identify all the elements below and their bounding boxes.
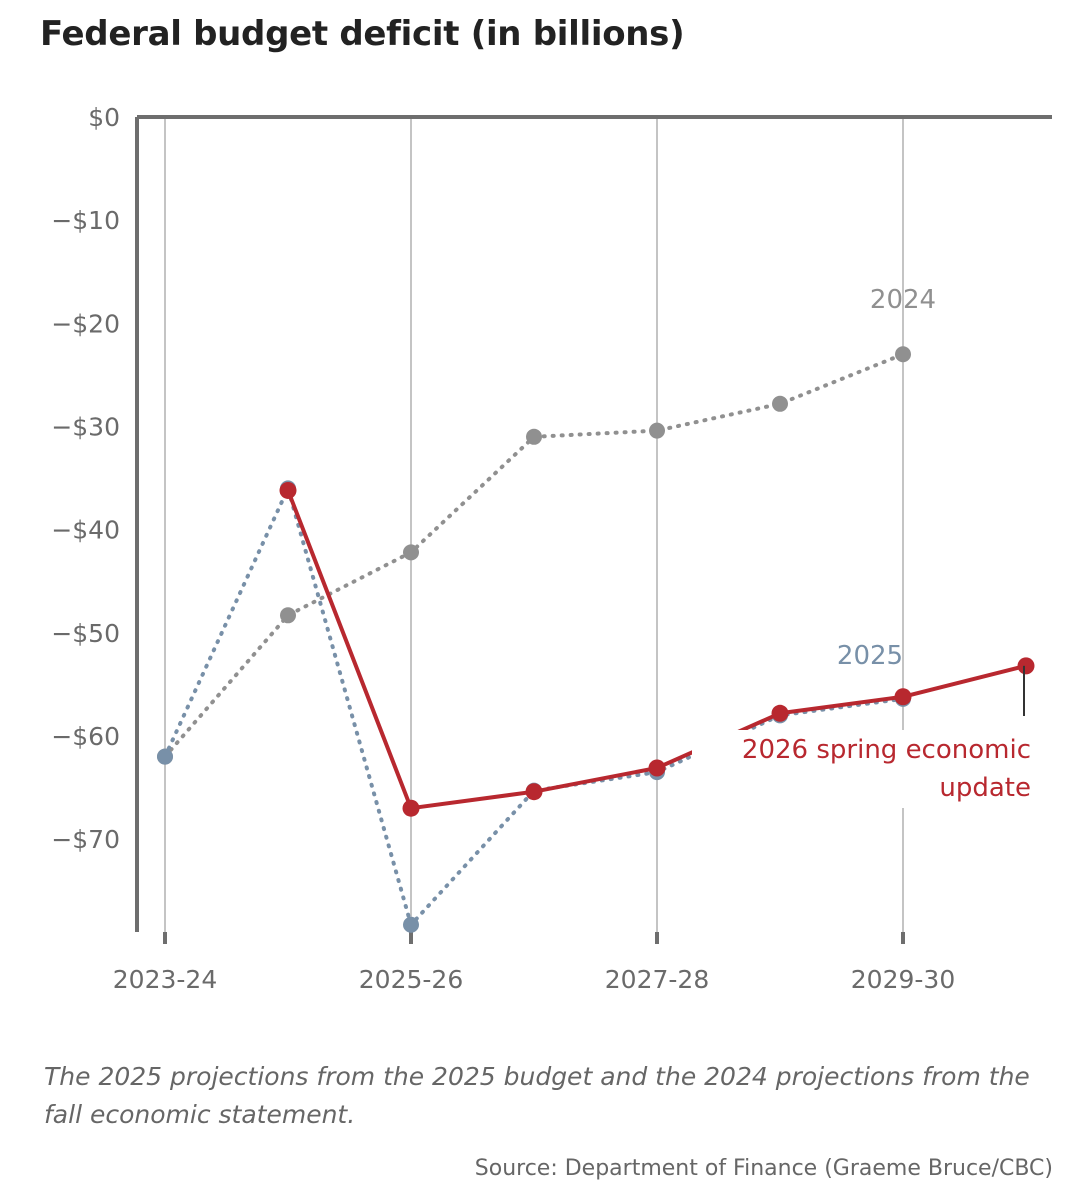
y-tick-label: −$30 [51, 412, 120, 441]
y-tick-label: −$40 [51, 516, 120, 545]
data-point-2025 [403, 916, 419, 933]
chart-footnote: The 2025 projections from the 2025 budge… [44, 1062, 1030, 1129]
data-point-2026-spring-economic-update [525, 783, 543, 801]
series-labels: 2024 2025 2026 spring economic update [692, 285, 1038, 808]
series-line-2025 [163, 486, 905, 927]
y-tick-label: −$70 [51, 825, 120, 854]
chart-title: Federal budget deficit (in billions) [40, 14, 685, 54]
data-point-2026-spring-economic-update [279, 481, 297, 499]
data-point-2024 [526, 428, 542, 445]
series-line-2024 [163, 352, 905, 759]
data-point-2024 [649, 422, 665, 439]
data-point-2024 [895, 346, 911, 363]
data-point-2024 [403, 544, 419, 561]
label-halo [692, 730, 1038, 808]
data-point-2025 [157, 748, 173, 765]
data-point-2024 [772, 395, 788, 412]
data-point-2026-spring-economic-update [771, 704, 789, 722]
y-tick-label: $0 [88, 103, 120, 132]
series-label-2024: 2024 [870, 285, 936, 315]
series-lines [157, 346, 1035, 933]
data-point-2026-spring-economic-update [402, 799, 420, 817]
data-point-2026-spring-economic-update [894, 688, 912, 706]
data-point-2024 [280, 607, 296, 624]
grid-lines [164, 117, 904, 932]
deficit-line-chart: $0 −$10 −$20 −$30 −$40 −$50 −$60 −$70 2023-24 202… [51, 103, 1052, 994]
series-label-2026-line: update [939, 773, 1031, 803]
series-label-2026-line: 2026 spring economic [742, 735, 1031, 765]
axes: $0 −$10 −$20 −$30 −$40 −$50 −$60 −$70 2023-24 202… [51, 103, 1052, 994]
series-label-2025: 2025 [837, 641, 903, 671]
x-tick-label: 2025-26 [359, 965, 463, 994]
y-tick-label: −$10 [51, 206, 120, 235]
x-tick-label: 2029-30 [851, 965, 955, 994]
y-tick-label: −$60 [51, 722, 120, 751]
x-tick-label: 2027-28 [605, 965, 709, 994]
data-point-2026-spring-economic-update [1017, 657, 1035, 675]
y-tick-label: −$20 [51, 309, 120, 338]
chart-source: Source: Department of Finance (Graeme Br… [474, 1156, 1053, 1181]
y-tick-label: −$50 [51, 619, 120, 648]
data-point-2026-spring-economic-update [648, 759, 666, 777]
x-tick-label: 2023-24 [113, 965, 217, 994]
